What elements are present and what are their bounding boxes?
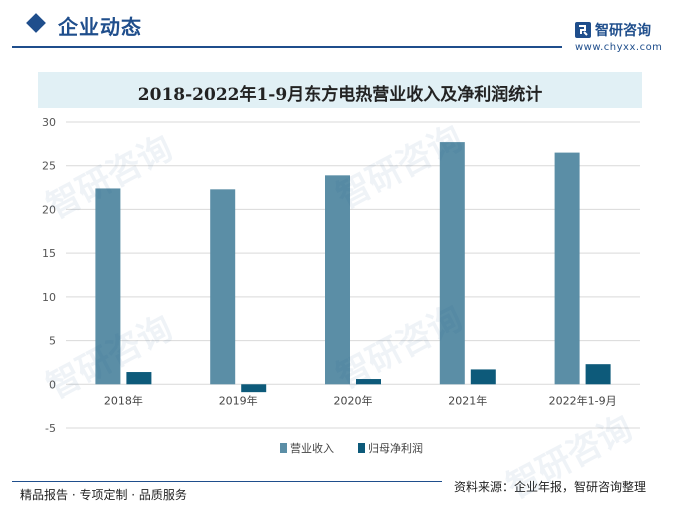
y-tick-label: 20 <box>42 203 56 216</box>
legend-label-net-profit: 归母净利润 <box>368 441 423 455</box>
net-profit-bar <box>470 369 496 385</box>
net-profit-bar <box>126 372 152 385</box>
header-divider <box>12 46 562 48</box>
bar-chart: -5 0 5 10 15 20 25 30 2018年 2019年 2020年 2021年 2022年1… <box>42 116 640 455</box>
net-profit-bar <box>241 384 267 393</box>
footer-divider <box>12 481 442 482</box>
y-tick-label: 0 <box>49 378 56 391</box>
legend-label-revenue: 营业收入 <box>290 441 334 455</box>
x-tick-label: 2020年 <box>334 393 373 407</box>
brand-url: www.chyxx.com <box>575 42 663 53</box>
y-tick-label: 30 <box>42 116 56 129</box>
revenue-bar <box>210 189 236 385</box>
diamond-icon <box>26 13 46 33</box>
y-tick-label: 5 <box>49 335 56 348</box>
revenue-bar <box>325 175 350 385</box>
section-title: 企业动态 <box>58 15 142 39</box>
y-tick-label: 10 <box>42 291 56 304</box>
revenue-bar <box>554 152 580 385</box>
x-tick-label: 2022年1-9月 <box>549 393 617 407</box>
revenue-bar <box>95 188 121 385</box>
footer-tagline: 精品报告 · 专项定制 · 品质服务 <box>20 488 187 502</box>
x-tick-label: 2021年 <box>448 393 487 407</box>
brand-logo-icon <box>575 22 591 38</box>
net-profit-bar <box>585 364 611 385</box>
legend-swatch <box>358 443 365 453</box>
y-tick-label: 25 <box>42 160 56 173</box>
source-note: 资料来源：企业年报，智研咨询整理 <box>454 480 647 494</box>
net-profit-bar <box>356 379 381 385</box>
x-tick-label: 2018年 <box>104 393 143 407</box>
chart-title: 2018-2022年1-9月东方电热营业收入及净利润统计 <box>137 85 543 105</box>
brand-name: 智研咨询 <box>595 23 651 39</box>
footer: 精品报告 · 专项定制 · 品质服务 资料来源：企业年报，智研咨询整理 <box>0 478 680 512</box>
chart-title-band: 2018-2022年1-9月东方电热营业收入及净利润统计 <box>38 72 642 108</box>
header: 企业动态 智研咨询 www.chyxx.com <box>0 0 680 62</box>
revenue-bar <box>439 142 465 385</box>
y-tick-label: -5 <box>45 422 56 435</box>
legend-swatch <box>280 443 287 453</box>
x-tick-label: 2019年 <box>219 393 258 407</box>
y-tick-label: 15 <box>42 247 56 260</box>
